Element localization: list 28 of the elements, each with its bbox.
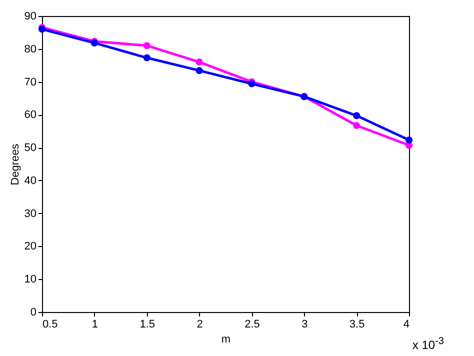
y-tick-label: 80: [24, 43, 36, 56]
x-tick-label: 0.5: [42, 318, 58, 330]
y-tick-label: 70: [24, 76, 36, 88]
y-tick-label: 0: [30, 306, 36, 318]
y-axis-title: Degrees: [9, 143, 22, 186]
y-tick-label: 40: [24, 174, 36, 187]
point: [353, 122, 360, 130]
x-tick-label: 2.5: [244, 318, 260, 330]
x-tick-label: 3.5: [349, 318, 365, 330]
text: x 10$^{-3}$: [412, 336, 444, 352]
x-tick-label: 2: [196, 318, 203, 330]
point: [143, 42, 150, 50]
y-tick-label: 10: [24, 274, 36, 286]
x-tick-label: 1.5: [140, 318, 156, 330]
point: [143, 54, 150, 62]
y-tick-label: 90: [24, 10, 36, 22]
y-tick-label: 50: [24, 142, 36, 154]
y-tick-label: 20: [24, 240, 36, 253]
point: [196, 67, 203, 74]
point: [405, 136, 413, 144]
x-axis-title: m: [221, 334, 231, 346]
y-tick-label: 30: [24, 208, 36, 220]
x-tick-label: 4: [403, 318, 410, 330]
y-tick-label: 60: [24, 109, 36, 122]
point: [196, 58, 203, 66]
x-tick-label: 1: [92, 318, 98, 330]
point: [353, 112, 360, 120]
x-tick-label: 3: [302, 318, 308, 330]
